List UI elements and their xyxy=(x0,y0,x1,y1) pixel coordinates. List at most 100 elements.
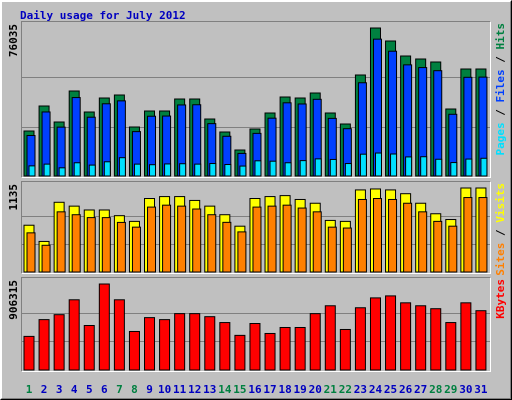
x-tick-label: 5 xyxy=(86,383,93,396)
bar xyxy=(460,302,472,371)
x-tick-label: 23 xyxy=(354,383,367,396)
bar xyxy=(415,305,427,371)
bar xyxy=(435,158,443,177)
bar xyxy=(450,162,458,177)
bar xyxy=(374,152,382,177)
bar xyxy=(480,157,488,177)
bar xyxy=(26,232,36,273)
x-tick-label: 26 xyxy=(399,383,413,396)
bar xyxy=(207,214,217,273)
bar xyxy=(314,158,322,177)
x-tick-label: 2 xyxy=(41,383,48,396)
bar xyxy=(385,295,397,371)
bar xyxy=(282,204,292,273)
bar xyxy=(267,205,277,273)
bar xyxy=(164,163,172,177)
legend-separator: / xyxy=(494,223,507,243)
y-tick-label: 1135 xyxy=(7,184,20,211)
bar xyxy=(390,153,398,177)
bar xyxy=(445,322,457,371)
bar xyxy=(344,163,352,177)
x-tick-label: 28 xyxy=(429,383,442,396)
panel-bevel xyxy=(21,277,491,372)
legend: Sites / Visits xyxy=(494,183,507,276)
x-tick-label: 7 xyxy=(116,383,123,396)
bar xyxy=(189,313,201,371)
bar xyxy=(56,211,66,273)
x-tick-label: 17 xyxy=(263,383,276,396)
bar xyxy=(309,313,321,371)
bar xyxy=(101,217,111,273)
bar xyxy=(194,163,202,177)
bar xyxy=(299,160,307,177)
bar xyxy=(131,226,141,273)
bar xyxy=(71,214,81,273)
x-tick-label: 24 xyxy=(369,383,383,396)
x-tick-label: 11 xyxy=(173,383,187,396)
bar xyxy=(133,163,141,177)
panel-bevel xyxy=(21,181,491,274)
bar xyxy=(475,310,487,371)
x-tick-label: 18 xyxy=(278,383,291,396)
legend-entry: Sites xyxy=(494,243,507,276)
bar xyxy=(239,165,247,177)
bar xyxy=(192,208,202,273)
legend: KBytes xyxy=(494,279,507,319)
x-tick-label: 27 xyxy=(414,383,427,396)
legend-entry: KBytes xyxy=(494,279,507,319)
bar xyxy=(400,302,412,371)
x-tick-label: 22 xyxy=(339,383,352,396)
bar xyxy=(342,227,352,273)
bar xyxy=(224,164,232,177)
x-tick-label: 9 xyxy=(146,383,153,396)
bar xyxy=(372,198,382,273)
bar xyxy=(339,328,351,371)
bar xyxy=(369,297,381,371)
x-tick-label: 19 xyxy=(294,383,307,396)
bar xyxy=(149,164,157,177)
bar xyxy=(73,162,81,177)
bar xyxy=(177,205,187,273)
bar xyxy=(284,162,292,177)
legend-separator: / xyxy=(494,103,507,123)
bar xyxy=(357,198,367,273)
x-tick-label: 30 xyxy=(459,383,472,396)
chart-title: Daily usage for July 2012 xyxy=(20,9,186,22)
x-tick-label: 12 xyxy=(188,383,201,396)
legend-entry: Hits xyxy=(494,23,507,50)
bar xyxy=(38,319,50,371)
bar xyxy=(418,211,428,273)
bar xyxy=(269,160,277,177)
bar xyxy=(209,163,217,177)
bar xyxy=(116,221,126,273)
legend-separator: / xyxy=(494,50,507,70)
legend-entry: Visits xyxy=(494,183,507,223)
bar xyxy=(86,217,96,273)
legend-entry: Files xyxy=(494,69,507,102)
bar xyxy=(249,323,261,371)
bar xyxy=(433,220,443,273)
x-tick-label: 20 xyxy=(309,383,322,396)
bar xyxy=(68,299,80,371)
bar xyxy=(294,326,306,371)
bar xyxy=(420,156,428,177)
bar xyxy=(264,332,276,371)
bar xyxy=(83,324,95,371)
bar xyxy=(219,322,231,371)
x-tick-label: 3 xyxy=(56,383,63,396)
bar xyxy=(88,164,96,177)
bar xyxy=(23,335,35,371)
x-tick-label: 16 xyxy=(248,383,262,396)
bar xyxy=(53,314,65,371)
x-tick-label: 4 xyxy=(71,383,78,396)
bar xyxy=(41,244,51,273)
bar xyxy=(128,330,140,371)
bar xyxy=(478,197,488,273)
bar xyxy=(405,156,413,177)
x-tick-label: 1 xyxy=(26,383,33,396)
bar xyxy=(179,163,187,177)
bar xyxy=(162,204,172,273)
